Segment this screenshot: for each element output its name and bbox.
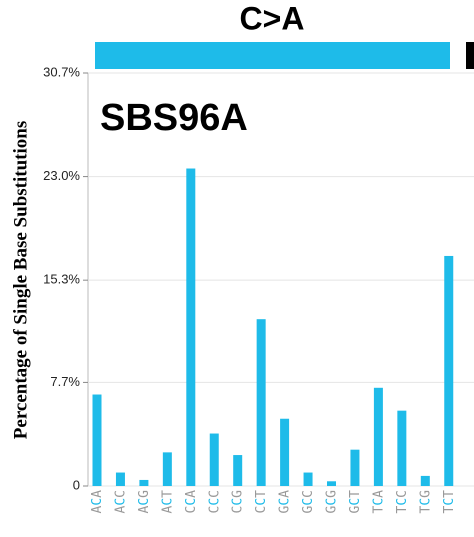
- x-tick-label: CCA: [183, 490, 198, 514]
- group-title: C>A: [240, 0, 305, 36]
- bar: [115, 472, 125, 486]
- x-tick-label: GCT: [347, 490, 362, 514]
- y-tick-label: 7.7%: [50, 374, 80, 389]
- x-tick-label: GCC: [301, 490, 316, 513]
- bar: [233, 455, 243, 486]
- x-tick-label: TCA: [371, 490, 386, 514]
- x-tick-label: ACT: [160, 490, 175, 514]
- y-tick-label: 23.0%: [43, 168, 80, 183]
- y-axis-label: Percentage of Single Base Substitutions: [10, 121, 31, 439]
- bar: [397, 410, 407, 486]
- x-tick-label: CCT: [254, 490, 269, 514]
- x-tick-label: ACG: [136, 490, 151, 514]
- next-group-band: [466, 42, 474, 69]
- bar: [303, 472, 313, 486]
- x-tick-label: ACA: [90, 490, 105, 514]
- bar: [373, 387, 383, 486]
- x-tick-label: GCG: [324, 490, 339, 514]
- x-tick-label: GCA: [277, 490, 292, 514]
- bar: [186, 168, 196, 487]
- bar: [350, 449, 360, 486]
- x-tick-label: CCC: [207, 490, 222, 513]
- group-band: [95, 42, 450, 69]
- x-tick-label: TCC: [394, 490, 409, 513]
- x-tick-label: TCT: [441, 490, 456, 514]
- y-tick-label: 0: [73, 477, 80, 492]
- bar: [280, 418, 290, 486]
- bar: [444, 255, 454, 486]
- y-tick-label: 30.7%: [43, 64, 80, 79]
- bar: [92, 394, 102, 486]
- bar: [162, 452, 172, 486]
- y-tick-label: 15.3%: [43, 272, 80, 287]
- x-tick-label: TCG: [418, 490, 433, 514]
- x-tick-label: CCG: [230, 490, 245, 514]
- signature-name: SBS96A: [100, 97, 248, 139]
- bar: [209, 433, 219, 486]
- bar: [256, 319, 266, 486]
- bar: [420, 475, 430, 486]
- bar: [139, 479, 149, 486]
- bar: [327, 481, 336, 486]
- x-tick-label: ACC: [113, 490, 128, 513]
